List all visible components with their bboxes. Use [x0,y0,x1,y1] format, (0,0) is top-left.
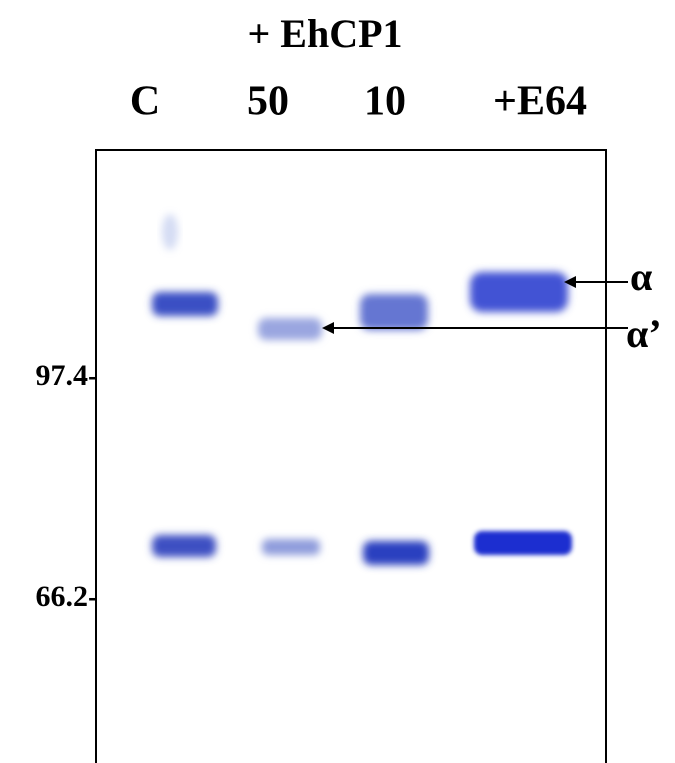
lane-label: C [130,79,160,125]
treatment-label: + EhCP1 [247,11,402,56]
lane-label: +E64 [493,79,587,125]
lane-label: 50 [247,79,289,125]
band [470,272,568,312]
band [152,292,218,316]
band [474,531,572,555]
band [262,539,320,555]
marker-label: 66.2- [36,580,99,613]
band-label: α’ [626,311,662,356]
band [258,318,322,340]
band-label: α [630,254,652,299]
bands-upper [152,214,568,340]
bands-lower [152,531,572,565]
page: + EhCP1 C 50 10 +E64 α α’ 97.4- 66.2- ((… [0,0,675,763]
band [152,535,216,557]
arrow-head [322,322,334,334]
marker-label: 97.4- [36,359,99,392]
gel-figure: + EhCP1 C 50 10 +E64 α α’ 97.4- 66.2- [0,0,675,763]
band [363,541,429,565]
band [360,294,428,330]
lane-label: 10 [364,79,406,125]
smear [162,214,178,250]
